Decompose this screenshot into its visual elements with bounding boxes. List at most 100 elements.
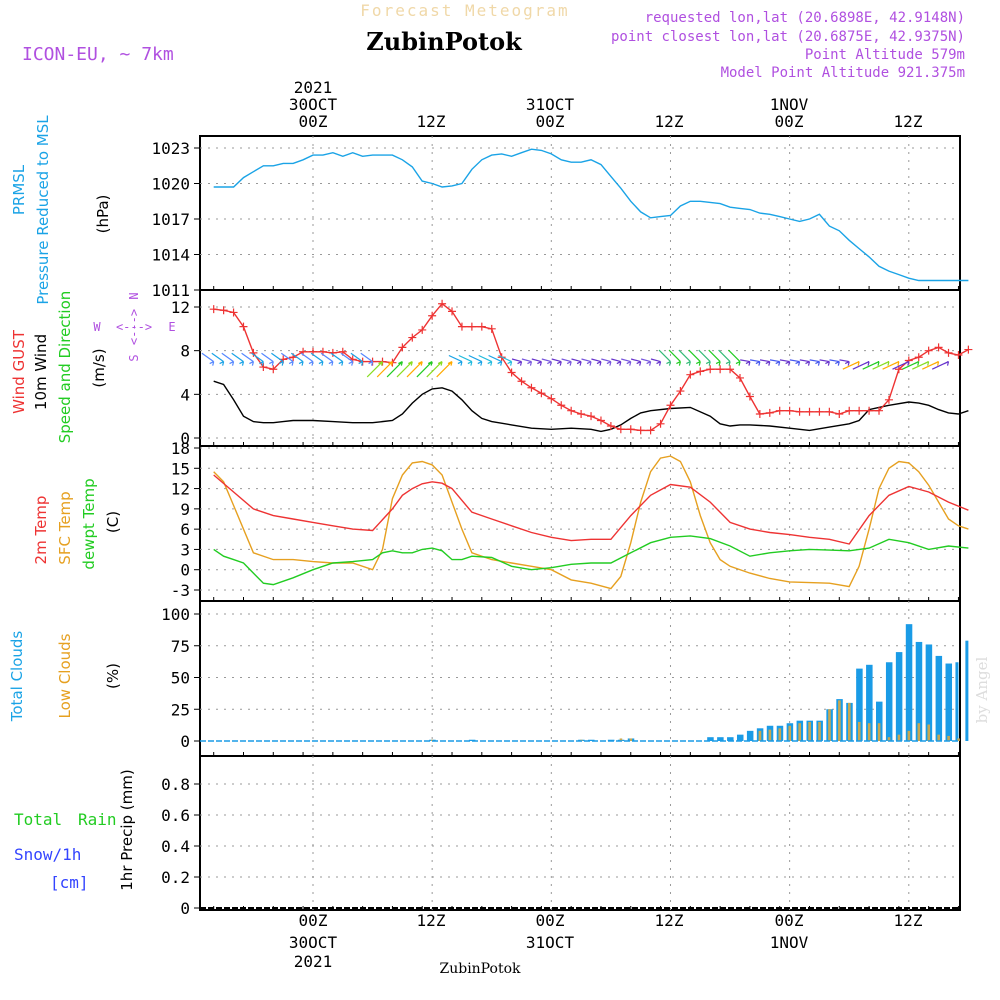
total-cloud-bar — [876, 701, 883, 741]
wind-direction-arrow — [912, 361, 930, 370]
y-tick-label: 3 — [180, 540, 190, 559]
top-date-3: 1NOV — [770, 95, 809, 114]
gust-marker — [636, 426, 645, 435]
total-cloud-bar — [925, 644, 933, 741]
wind-direction-arrow — [271, 352, 284, 366]
wind-direction-arrow — [350, 352, 364, 366]
y-tick-label: 25 — [171, 700, 190, 719]
wind-direction-arrow — [360, 352, 374, 366]
total-cloud-bar — [707, 737, 714, 741]
wind-direction-arrow — [426, 361, 443, 378]
wind-direction-arrow — [581, 358, 592, 366]
total-cloud-bar — [885, 662, 893, 741]
y-tick-label: 4 — [180, 385, 190, 404]
gust-marker — [825, 407, 834, 416]
wind-direction-arrow — [789, 359, 801, 366]
wind-direction-arrow — [261, 352, 274, 366]
pressure-line — [213, 148, 969, 282]
y-tick-label: 1020 — [151, 175, 190, 194]
dewpt-label: dewpt Temp — [80, 478, 98, 569]
y-tick-label: 0.4 — [161, 837, 190, 856]
wind-direction-arrow — [708, 349, 721, 366]
low-cloud-bar — [957, 738, 960, 741]
wind-direction-arrow — [852, 361, 870, 370]
low-cloud-bar — [927, 724, 931, 741]
wind-direction-arrow — [571, 358, 582, 366]
low-cloud-bar — [788, 725, 792, 741]
snow-unit: [cm] — [50, 873, 89, 892]
wind-direction-arrow — [819, 359, 830, 366]
gust-marker — [269, 365, 278, 374]
total-cloud-bar — [856, 668, 863, 741]
wind-direction-arrow — [779, 359, 791, 366]
gust-marker — [606, 421, 615, 430]
gust-marker — [616, 425, 625, 434]
low-cloud-bar — [907, 730, 911, 741]
gust-marker — [785, 406, 794, 415]
snow-label: Snow/1h — [14, 845, 81, 864]
total-cloud-bar — [588, 739, 595, 741]
wind-direction-arrow — [231, 352, 245, 366]
wind-direction-arrow — [280, 352, 294, 366]
wind-direction-arrow — [561, 358, 572, 366]
gust-marker — [745, 392, 754, 401]
y-tick-label: 18 — [171, 439, 190, 458]
dewpoint-line — [213, 535, 969, 586]
total-cloud-bar — [727, 737, 734, 741]
low-cloud-bar — [758, 730, 762, 741]
wind-direction-arrow — [468, 354, 483, 366]
wind-direction-arrow — [882, 361, 900, 370]
gust-marker — [775, 406, 784, 415]
temp-2m-label: 2m Temp — [32, 496, 50, 565]
gust-marker — [537, 389, 546, 398]
wind-direction-arrow — [630, 358, 642, 366]
gust-marker — [954, 351, 963, 360]
gust-marker — [438, 299, 447, 308]
top-tick-label: 00Z — [536, 112, 565, 131]
wind-direction-arrow — [448, 354, 463, 366]
wind-direction-arrow — [251, 352, 264, 366]
y-tick-label: 0 — [180, 429, 190, 448]
bottom-tick-label: 12Z — [894, 911, 923, 930]
wind-direction-arrow — [300, 352, 314, 366]
low-cloud-bar — [917, 723, 921, 741]
wind-direction-arrow — [829, 359, 840, 366]
gust-marker — [408, 333, 417, 342]
total-cloud-bar — [935, 655, 943, 741]
gust-marker — [477, 322, 486, 331]
bottom-date-3: 1NOV — [770, 933, 809, 952]
wind-direction-arrow — [320, 352, 334, 366]
gust-marker — [924, 346, 933, 355]
low-cloud-bar — [897, 734, 901, 741]
bottom-tick-label: 00Z — [775, 911, 804, 930]
wind-direction-arrow — [416, 361, 433, 378]
gust-marker — [418, 325, 427, 334]
compass-west: W — [93, 320, 101, 334]
gust-marker — [219, 306, 228, 315]
precip-unit: 1hr Precip (mm) — [118, 769, 136, 890]
gust-marker — [696, 367, 705, 376]
wind-direction-arrow — [611, 358, 622, 366]
top-tick-label: 12Z — [417, 112, 446, 131]
y-tick-label: 75 — [171, 637, 190, 656]
gust-marker — [517, 377, 526, 386]
total-cloud-bar — [965, 640, 969, 741]
gust-marker — [855, 406, 864, 415]
total-cloud-bar — [945, 663, 953, 741]
speed-dir-label: Speed and Direction — [56, 291, 74, 444]
wind-label: 10m Wind — [32, 334, 50, 410]
sfc-temp-label: SFC Temp — [56, 491, 74, 564]
wind-direction-arrow — [650, 358, 662, 366]
y-tick-label: 1023 — [151, 139, 190, 158]
wind-direction-arrow — [436, 361, 453, 378]
wind-direction-arrow — [740, 359, 751, 366]
low-cloud-bar — [778, 728, 782, 741]
wind-direction-arrow — [458, 354, 473, 366]
y-tick-label: -3 — [171, 581, 190, 600]
wind-direction-arrow — [211, 352, 225, 366]
compass-east: E — [168, 320, 175, 334]
gust-marker — [656, 419, 665, 428]
gust-marker — [676, 387, 685, 396]
temp-unit: (C) — [104, 511, 122, 533]
panel-frame — [199, 135, 961, 291]
